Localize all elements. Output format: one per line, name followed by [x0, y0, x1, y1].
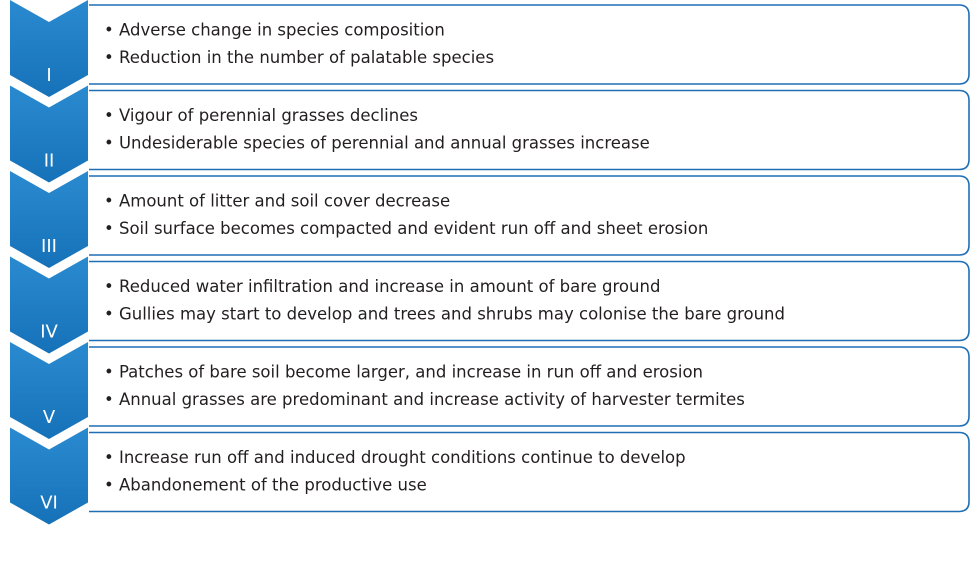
stage-item: • Patches of bare soil become larger, an…: [104, 363, 703, 382]
stage-label: IV: [40, 322, 58, 343]
stage-item: • Reduction in the number of palatable s…: [104, 48, 494, 67]
stage-box: [89, 4, 970, 85]
stage-box: [89, 260, 970, 342]
stage-item: • Gullies may start to develop and trees…: [104, 305, 785, 324]
stage-label: II: [44, 151, 55, 172]
stage-chevron: [10, 342, 88, 439]
stage-chevron: [10, 256, 88, 354]
stage-item: • Reduced water infiltration and increas…: [104, 277, 660, 296]
stage-label: III: [41, 236, 57, 257]
stage-item: • Annual grasses are predominant and inc…: [104, 390, 745, 409]
stage-label: V: [43, 407, 56, 428]
stage-label: VI: [40, 493, 58, 514]
stage-label: I: [46, 65, 51, 86]
stage-chevron: [10, 85, 88, 183]
stage-box: [89, 89, 970, 171]
stage-box: [89, 431, 970, 513]
stage-item: • Increase run off and induced drought c…: [104, 448, 686, 467]
stage-chevron: [10, 0, 88, 97]
stage-item: • Soil surface becomes compacted and evi…: [104, 219, 708, 238]
stage-item: • Amount of litter and soil cover decrea…: [104, 192, 450, 211]
stage-chevron: [10, 427, 88, 525]
stage-box: [89, 175, 970, 256]
stage-item: • Undesiderable species of perennial and…: [104, 134, 650, 153]
stage-chevron: [10, 171, 88, 268]
stage-item: • Adverse change in species composition: [104, 21, 445, 40]
stage-item: • Abandonement of the productive use: [104, 476, 427, 495]
stage-box: [89, 346, 970, 427]
stage-item: • Vigour of perennial grasses declines: [104, 106, 418, 125]
